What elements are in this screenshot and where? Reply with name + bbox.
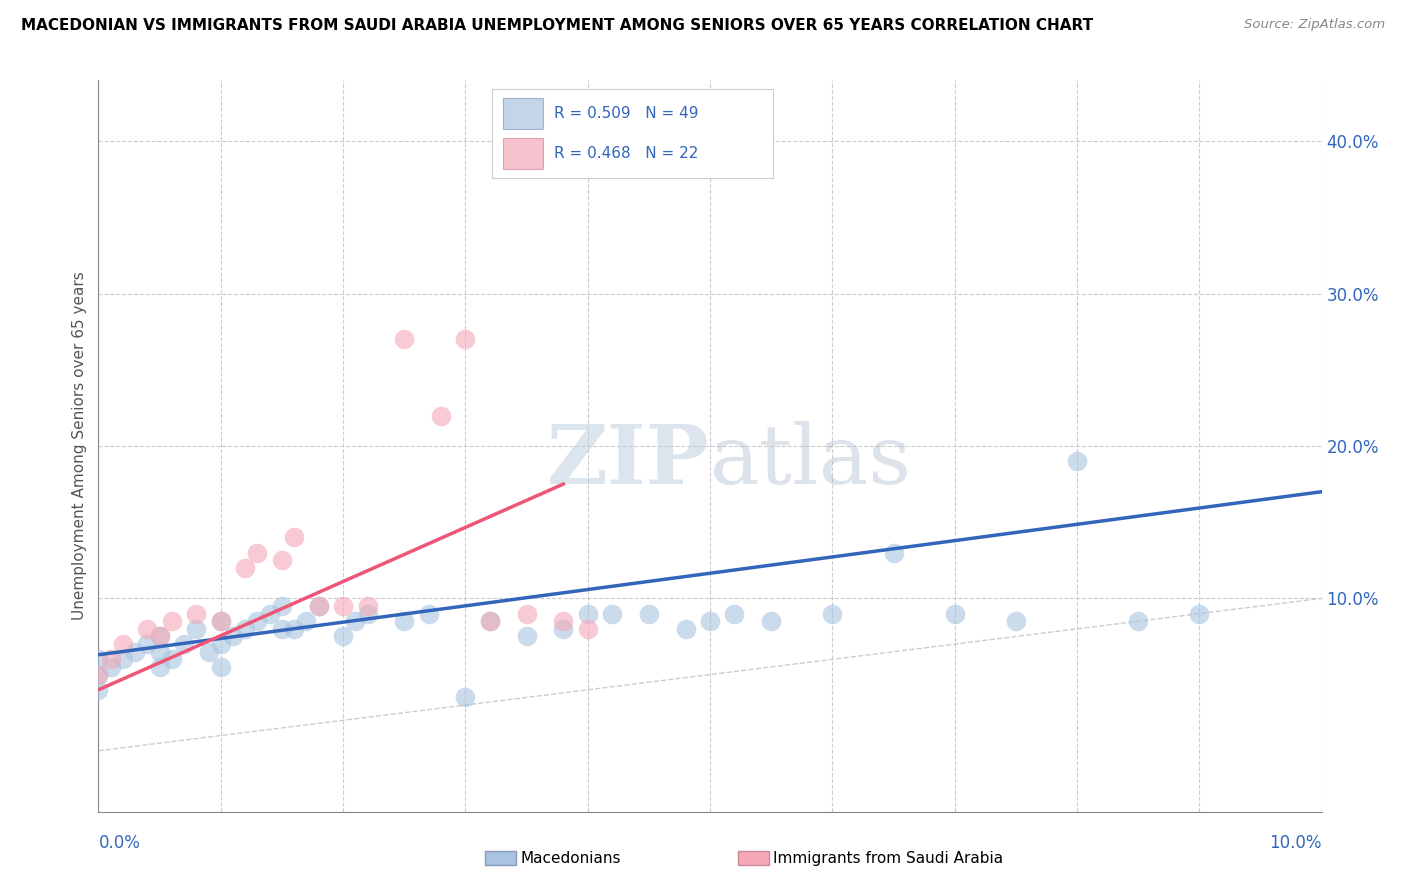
Point [553, 622, 575, 636]
Point [516, 630, 538, 644]
Text: 10.0%: 10.0% [1270, 834, 1322, 852]
Point [454, 690, 477, 705]
Point [356, 607, 378, 621]
Point [356, 599, 378, 613]
Point [136, 622, 159, 636]
Point [392, 614, 416, 628]
FancyBboxPatch shape [503, 98, 543, 129]
Point [87, 682, 110, 697]
Point [136, 637, 159, 651]
Point [186, 607, 208, 621]
Text: R = 0.509   N = 49: R = 0.509 N = 49 [554, 106, 699, 120]
Text: MACEDONIAN VS IMMIGRANTS FROM SAUDI ARABIA UNEMPLOYMENT AMONG SENIORS OVER 65 YE: MACEDONIAN VS IMMIGRANTS FROM SAUDI ARAB… [21, 18, 1094, 33]
Point [270, 599, 292, 613]
Point [1066, 454, 1088, 468]
Point [87, 652, 110, 666]
Point [160, 652, 183, 666]
Point [209, 614, 232, 628]
Point [283, 530, 305, 544]
Point [246, 614, 269, 628]
Point [87, 667, 110, 681]
Point [209, 660, 232, 674]
Point [259, 607, 281, 621]
FancyBboxPatch shape [503, 138, 543, 169]
Point [943, 607, 966, 621]
Point [637, 607, 661, 621]
Y-axis label: Unemployment Among Seniors over 65 years: Unemployment Among Seniors over 65 years [72, 272, 87, 620]
Text: 0.0%: 0.0% [98, 834, 141, 852]
Point [308, 599, 330, 613]
Point [332, 599, 354, 613]
Point [883, 546, 905, 560]
Point [160, 614, 183, 628]
Point [675, 622, 697, 636]
Point [295, 614, 318, 628]
Point [100, 660, 122, 674]
Point [576, 622, 599, 636]
Point [87, 667, 110, 681]
Point [111, 652, 134, 666]
Point [478, 614, 501, 628]
Point [124, 645, 146, 659]
Point [478, 614, 501, 628]
Point [430, 409, 453, 423]
Text: atlas: atlas [710, 421, 912, 500]
Point [392, 332, 416, 346]
Point [1004, 614, 1026, 628]
Point [553, 614, 575, 628]
Point [1128, 614, 1150, 628]
Text: Source: ZipAtlas.com: Source: ZipAtlas.com [1244, 18, 1385, 31]
Point [209, 637, 232, 651]
Point [821, 607, 844, 621]
Text: R = 0.468   N = 22: R = 0.468 N = 22 [554, 146, 699, 161]
Point [283, 622, 305, 636]
Text: Macedonians: Macedonians [520, 851, 620, 865]
Point [308, 599, 330, 613]
Point [149, 645, 172, 659]
Point [600, 607, 623, 621]
Point [270, 622, 292, 636]
Point [149, 630, 172, 644]
Point [197, 645, 219, 659]
Point [332, 630, 354, 644]
Point [344, 614, 367, 628]
Point [699, 614, 721, 628]
Point [111, 637, 134, 651]
Point [270, 553, 292, 567]
Point [246, 546, 269, 560]
Point [186, 622, 208, 636]
Point [233, 622, 256, 636]
Point [100, 652, 122, 666]
Point [454, 332, 477, 346]
Point [723, 607, 745, 621]
Point [173, 637, 195, 651]
Text: ZIP: ZIP [547, 421, 710, 500]
Point [759, 614, 782, 628]
Point [149, 630, 172, 644]
Point [516, 607, 538, 621]
Point [418, 607, 440, 621]
Point [576, 607, 599, 621]
Point [209, 614, 232, 628]
Point [222, 630, 245, 644]
Point [233, 561, 256, 575]
Point [1188, 607, 1211, 621]
Text: Immigrants from Saudi Arabia: Immigrants from Saudi Arabia [773, 851, 1004, 865]
Point [149, 660, 172, 674]
